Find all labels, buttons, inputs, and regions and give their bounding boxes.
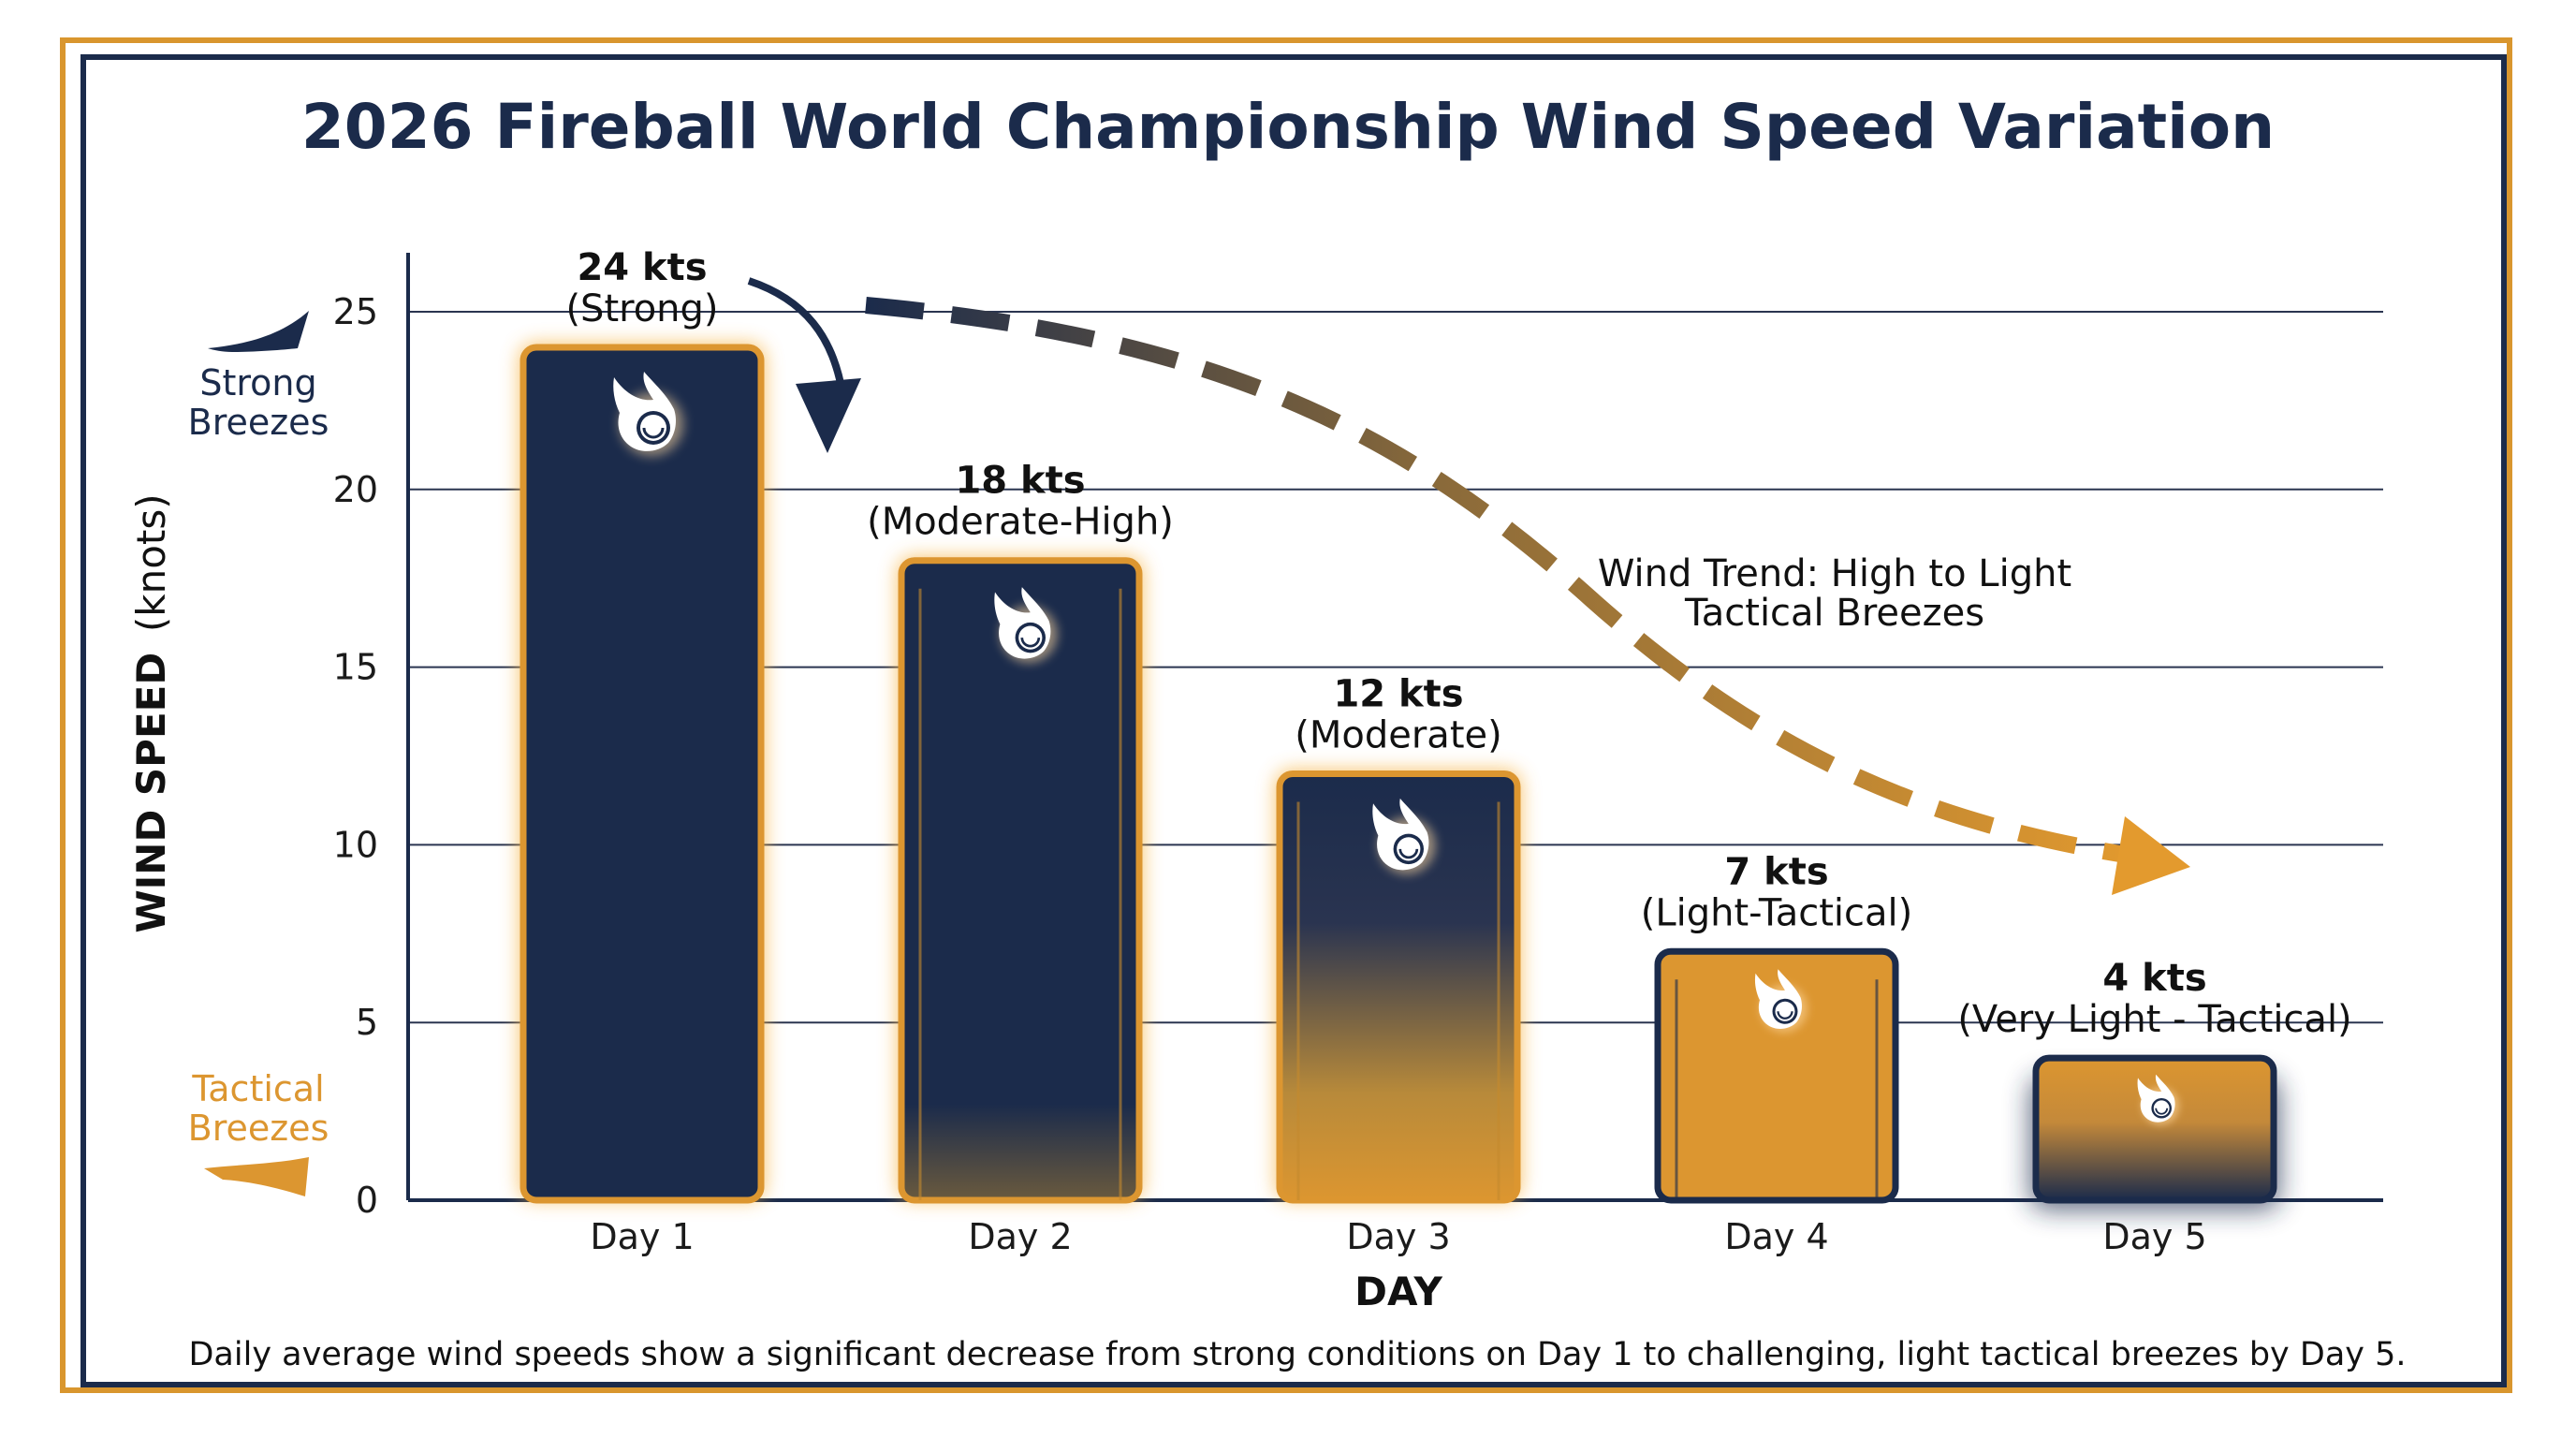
y-tick-label: 0 [356, 1180, 378, 1221]
bar-condition-label: (Moderate-High) [867, 501, 1174, 544]
trend-label-line2: Tactical Breezes [1684, 592, 1984, 635]
legend-strong-line2: Breezes [188, 402, 329, 443]
bar [1654, 947, 1899, 1204]
fireball-icon [1372, 798, 1436, 874]
bar-body [898, 557, 1143, 1204]
x-tick-labels: Day 1 Day 2 Day 3 Day 4 Day 5 [590, 1216, 2206, 1257]
chart-title: 2026 Fireball World Championship Wind Sp… [301, 91, 2275, 163]
bar-value-label: 24 kts [577, 246, 707, 289]
curved-arrow-icon [747, 277, 861, 453]
fireball-icon [994, 587, 1058, 664]
y-tick-label: 25 [333, 291, 378, 332]
x-tick-label: Day 1 [590, 1216, 694, 1257]
bar-value-label: 12 kts [1333, 672, 1463, 715]
y-tick-label: 15 [333, 647, 378, 688]
caption: Daily average wind speeds show a signifi… [188, 1336, 2406, 1373]
fireball-icon [2137, 1074, 2180, 1125]
x-tick-label: Day 4 [1724, 1216, 1828, 1257]
bar [2030, 1054, 2279, 1210]
trend-arrow-icon [865, 297, 2190, 895]
fireball-icon [613, 371, 683, 456]
bar-condition-label: (Moderate) [1295, 713, 1501, 756]
x-tick-label: Day 2 [968, 1216, 1072, 1257]
x-axis-title: DAY [1354, 1269, 1442, 1314]
legend-tactical-line2: Breezes [188, 1108, 329, 1149]
y-axis-title-bold: WIND SPEED [128, 653, 174, 933]
x-tick-label: Day 5 [2102, 1216, 2206, 1257]
legend-strong: Strong Breezes [188, 311, 329, 443]
x-tick-label: Day 3 [1346, 1216, 1450, 1257]
bar-body [2032, 1054, 2277, 1204]
inner-frame [80, 54, 2507, 1387]
bar-body [1276, 770, 1521, 1204]
bar [898, 556, 1143, 1204]
bar [520, 343, 765, 1204]
bar-value-label: 7 kts [1724, 850, 1828, 893]
legend-strong-line1: Strong [199, 362, 316, 404]
y-tick-labels: 0 5 10 15 20 25 [333, 291, 378, 1221]
bars [520, 343, 2279, 1210]
bar-body [1654, 947, 1899, 1204]
y-axis-title-unit: (knots) [128, 493, 174, 632]
y-tick-label: 10 [333, 824, 378, 865]
trend-label-line1: Wind Trend: High to Light [1598, 552, 2071, 595]
bar-body [520, 344, 765, 1204]
bar-condition-label: (Strong) [565, 287, 718, 330]
value-labels: 24 kts(Strong) 18 kts(Moderate-High) 12 kt… [565, 246, 2351, 1041]
bar-condition-label: (Very Light - Tactical) [1957, 998, 2351, 1041]
y-axis-title: WIND SPEED (knots) [128, 493, 174, 932]
bar-value-label: 18 kts [955, 460, 1085, 503]
bar-condition-label: (Light-Tactical) [1641, 891, 1913, 934]
flag-navy-icon [208, 311, 309, 352]
bar [1276, 770, 1521, 1204]
y-tick-label: 5 [356, 1002, 378, 1043]
flag-orange-icon [204, 1157, 309, 1196]
fireball-icon [1754, 969, 1808, 1033]
legend-tactical: Tactical Breezes [188, 1068, 329, 1196]
bar-value-label: 4 kts [2102, 957, 2206, 1000]
outer-frame [60, 37, 2512, 1393]
y-tick-label: 20 [333, 469, 378, 510]
legend-tactical-line1: Tactical [191, 1068, 324, 1109]
